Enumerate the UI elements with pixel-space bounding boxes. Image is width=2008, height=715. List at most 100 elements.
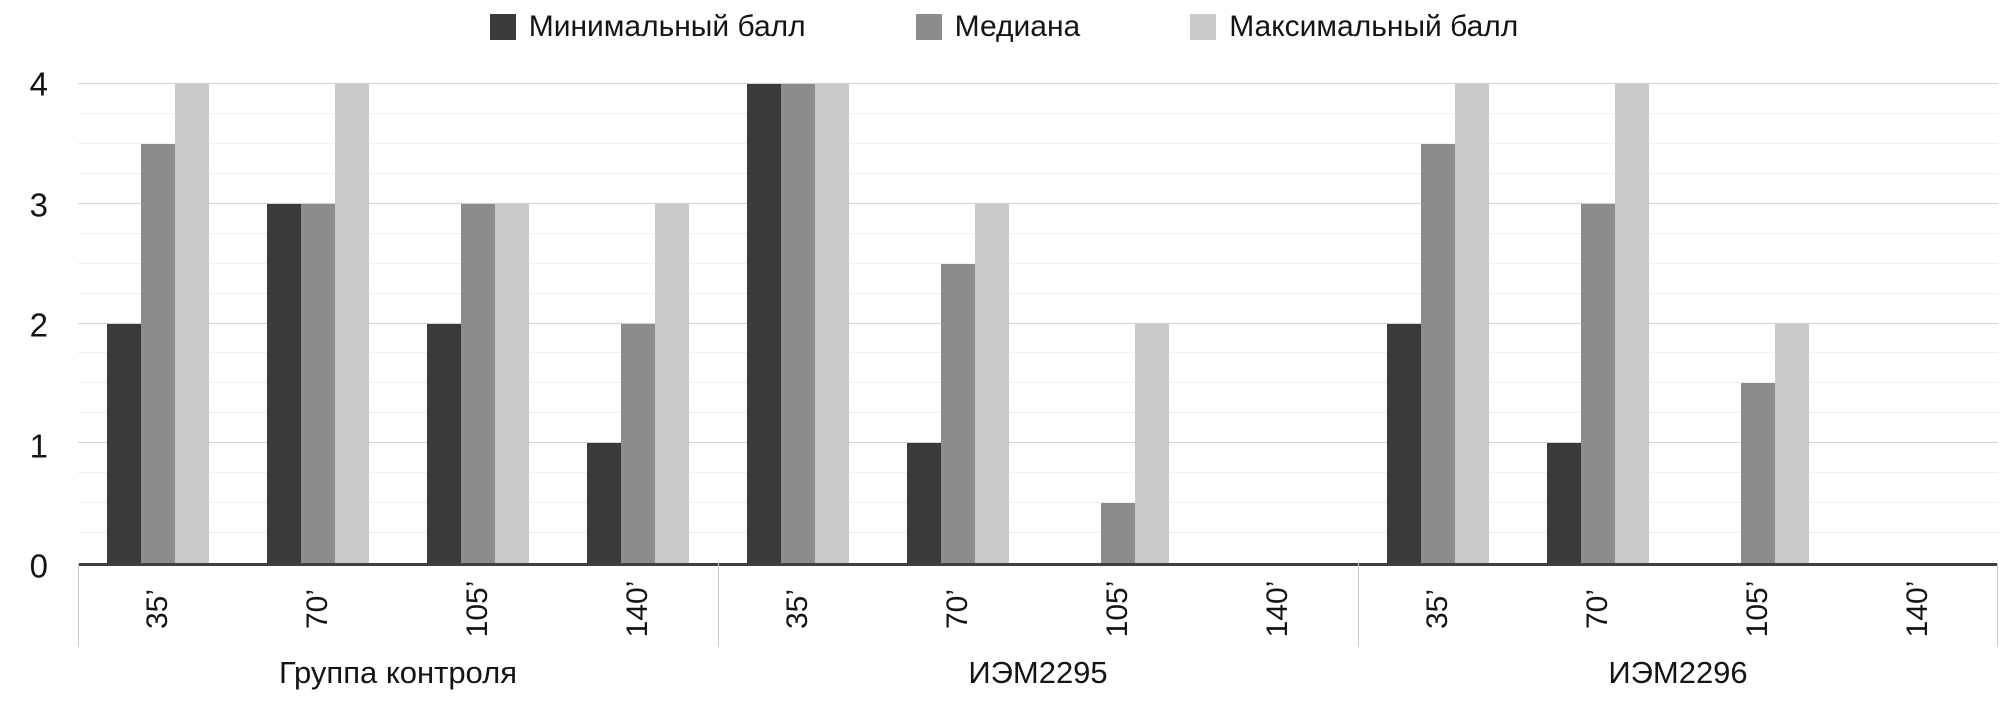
time-slot: 70’ bbox=[238, 84, 398, 629]
major-gridline bbox=[78, 83, 1998, 84]
time-slot: 140’ bbox=[1838, 84, 1998, 638]
x-tick-text: 105’ bbox=[461, 580, 494, 638]
bar bbox=[461, 203, 495, 563]
category-group: 35’ 70’ 105’ 140’ ИЭМ2295 bbox=[718, 84, 1358, 690]
bar bbox=[747, 84, 781, 563]
bar bbox=[175, 84, 209, 563]
minor-gridline bbox=[78, 292, 1998, 294]
bar bbox=[1547, 443, 1581, 563]
time-slot: 140’ bbox=[1198, 84, 1358, 638]
legend-item: Максимальный балл bbox=[1190, 10, 1518, 44]
x-tick-text: 70’ bbox=[941, 588, 974, 630]
category-separator bbox=[78, 563, 79, 647]
minor-gridline bbox=[78, 502, 1998, 504]
bar bbox=[1775, 323, 1809, 563]
category-separator bbox=[717, 563, 719, 647]
time-slot: 105’ bbox=[1038, 84, 1198, 637]
bar-cluster bbox=[1038, 84, 1198, 563]
category-group: 35’ 70’ 105’ 140’ Группа контроля bbox=[78, 84, 718, 690]
bar bbox=[427, 323, 461, 563]
category-group: 35’ 70’ 105’ 140’ ИЭМ2296 bbox=[1358, 84, 1998, 690]
bar bbox=[1455, 84, 1489, 563]
bar-cluster bbox=[78, 84, 238, 563]
category-separator bbox=[1357, 563, 1359, 647]
bar bbox=[587, 443, 621, 563]
bar-cluster bbox=[1198, 84, 1358, 563]
x-tick-text: 105’ bbox=[1101, 580, 1134, 638]
legend-swatch-icon bbox=[489, 14, 516, 40]
y-axis-label: 1 bbox=[29, 427, 48, 464]
legend-label: Максимальный балл bbox=[1229, 10, 1519, 43]
bar-cluster bbox=[238, 84, 398, 563]
time-slot: 70’ bbox=[878, 84, 1038, 629]
bar bbox=[621, 323, 655, 563]
legend-swatch-icon bbox=[915, 14, 942, 40]
bar bbox=[1581, 203, 1615, 563]
bar bbox=[107, 323, 141, 563]
legend-item: Минимальный балл bbox=[489, 10, 806, 44]
bar bbox=[1615, 84, 1649, 563]
x-tick-text: 35’ bbox=[1421, 588, 1454, 630]
x-tick-text: 140’ bbox=[1261, 580, 1294, 638]
bar bbox=[1101, 503, 1135, 563]
minor-gridline bbox=[78, 262, 1998, 264]
major-gridline bbox=[78, 202, 1998, 204]
legend-swatch-icon bbox=[1190, 14, 1217, 40]
time-slot: 35’ bbox=[718, 84, 878, 629]
y-axis-label: 0 bbox=[29, 547, 48, 585]
bar-cluster bbox=[878, 84, 1038, 563]
major-gridline bbox=[78, 322, 1998, 324]
bar bbox=[141, 143, 175, 563]
minor-gridline bbox=[78, 472, 1998, 474]
legend-item: Медиана bbox=[915, 10, 1081, 44]
minor-gridline bbox=[78, 352, 1998, 354]
bar bbox=[1387, 323, 1421, 563]
x-tick-text: 35’ bbox=[141, 588, 174, 630]
legend-label: Минимальный балл bbox=[528, 10, 806, 43]
bar-cluster bbox=[1678, 84, 1838, 563]
minor-gridline bbox=[78, 112, 1998, 114]
category-separator bbox=[1997, 563, 1998, 647]
bar-cluster bbox=[718, 84, 878, 563]
bar bbox=[975, 203, 1009, 563]
bar bbox=[1135, 323, 1169, 563]
y-axis-label: 3 bbox=[29, 186, 48, 223]
bar-cluster bbox=[1838, 84, 1998, 563]
bar-cluster bbox=[398, 84, 558, 563]
x-tick-text: 70’ bbox=[1581, 588, 1614, 630]
group-label: Группа контроля bbox=[278, 655, 517, 690]
minor-gridline bbox=[78, 412, 1998, 414]
bar-cluster bbox=[1518, 84, 1678, 563]
x-tick-text: 70’ bbox=[301, 588, 334, 630]
time-slot: 35’ bbox=[78, 84, 238, 629]
bar bbox=[335, 84, 369, 563]
major-gridline bbox=[78, 442, 1998, 444]
time-slot: 140’ bbox=[558, 84, 718, 637]
x-tick-text: 140’ bbox=[621, 580, 654, 638]
minor-gridline bbox=[78, 172, 1998, 174]
category-groups: 35’ 70’ 105’ 140’ Группа контроля 35’ 70’ 105’ 1… bbox=[78, 84, 1998, 690]
time-slot: 70’ bbox=[1518, 84, 1678, 629]
bar bbox=[941, 263, 975, 563]
chart-legend: Минимальный балл Медиана Максимальный балл bbox=[0, 10, 2008, 44]
bar bbox=[1741, 383, 1775, 563]
bar bbox=[815, 84, 849, 563]
group-label: ИЭМ2295 bbox=[968, 655, 1108, 690]
time-slot: 105’ bbox=[398, 84, 558, 637]
y-axis: 0 1 2 3 4 bbox=[0, 68, 62, 583]
legend-label: Медиана bbox=[954, 10, 1081, 43]
time-slot: 35’ bbox=[1358, 84, 1518, 629]
bar-cluster bbox=[1358, 84, 1518, 563]
minor-gridline bbox=[78, 382, 1998, 384]
bar-cluster bbox=[558, 84, 718, 563]
gridlines bbox=[78, 83, 1998, 563]
group-label: ИЭМ2296 bbox=[1608, 655, 1748, 690]
x-tick-text: 35’ bbox=[781, 588, 814, 630]
y-axis-label: 2 bbox=[29, 306, 48, 344]
bar bbox=[907, 443, 941, 563]
bar bbox=[267, 203, 301, 563]
bar bbox=[495, 203, 529, 563]
minor-gridline bbox=[78, 232, 1998, 234]
bar bbox=[301, 203, 335, 563]
plot-area: 35’ 70’ 105’ 140’ Группа контроля 35’ 70’ 105’ 1… bbox=[78, 83, 1998, 690]
